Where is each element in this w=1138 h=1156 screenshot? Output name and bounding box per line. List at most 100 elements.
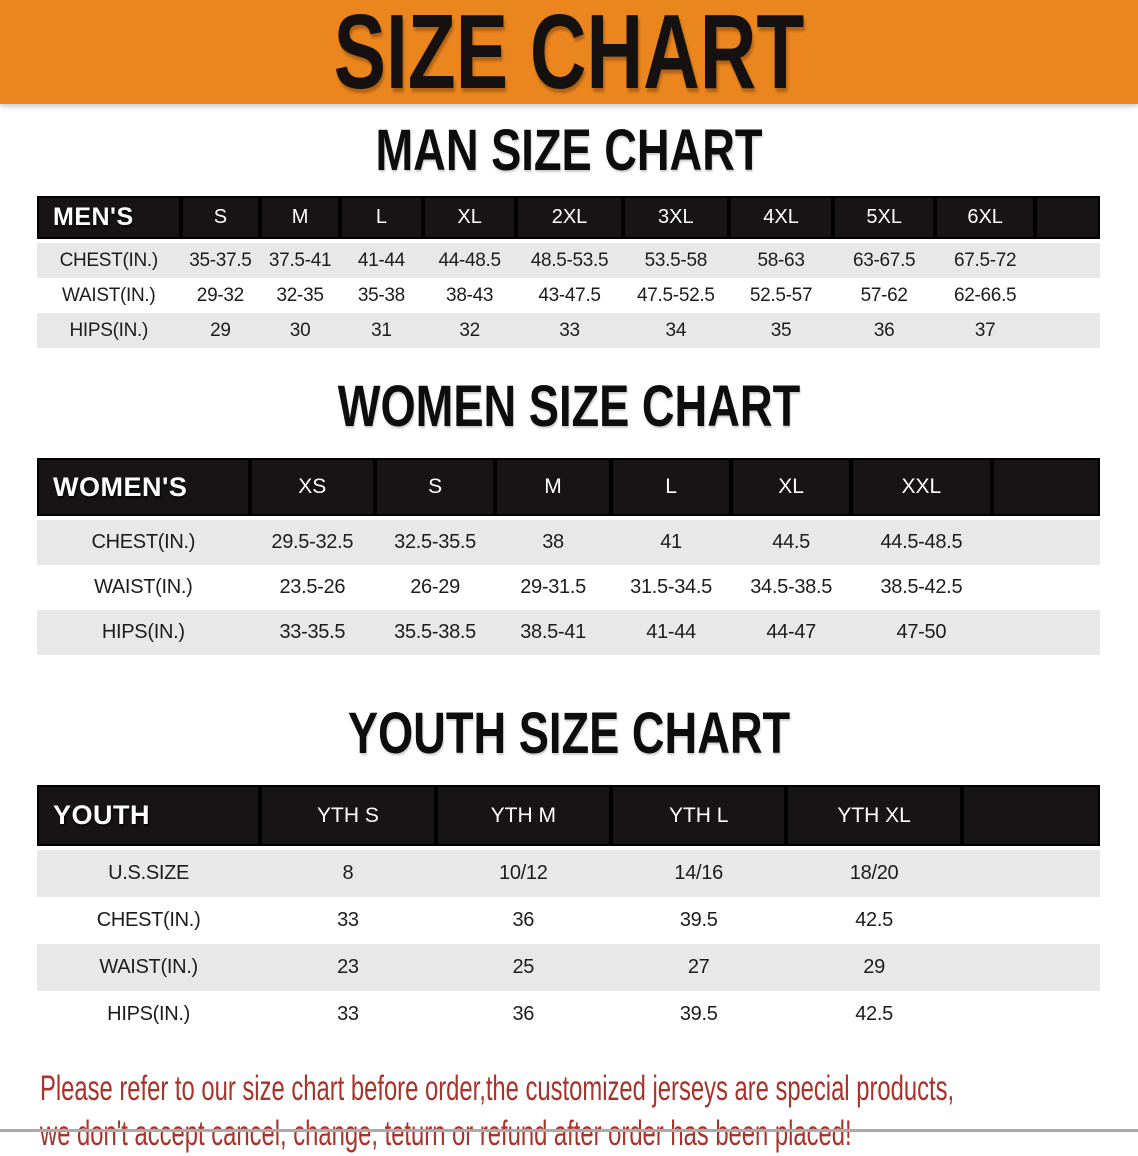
size-column-header: S [375,458,496,520]
size-value: 35-38 [339,278,423,313]
size-value: 38.5-41 [495,610,611,655]
size-value: 43-47.5 [516,278,623,313]
section-women: WOMEN SIZE CHART WOMEN'S XS S M L XL XXL CHEST… [0,378,1138,655]
section-man: MAN SIZE CHART MEN'S S M L XL 2XL 3XL 4XL 5XL 6XL… [0,118,1138,348]
size-value: 34.5-38.5 [731,565,852,610]
size-value: 41 [610,518,732,565]
youth-size-table: YOUTH YTH S YTH M YTH L YTH XL U.S.SIZE 8 10/1… [37,785,1100,1038]
measurement-row: HIPS(IN.) 33 36 39.5 42.5 [37,991,1100,1038]
size-column-header: 5XL [833,196,936,243]
size-value: 44-48.5 [422,241,517,278]
size-value: 32 [422,313,517,348]
size-value: 41-44 [339,241,423,278]
measurement-row: HIPS(IN.) 33-35.5 35.5-38.5 38.5-41 41-44 44-… [37,610,1100,655]
size-column-header: 6XL [935,196,1036,243]
measurement-row: WAIST(IN.) 29-32 32-35 35-38 38-43 43-47.5 47.… [37,278,1100,313]
youth-section-heading: YOUTH SIZE CHART [347,701,791,766]
size-value: 31 [339,313,423,348]
size-value: 32-35 [260,278,340,313]
size-value: 38.5-42.5 [851,565,992,610]
size-value: 14/16 [611,848,787,897]
size-value: 36 [833,313,936,348]
youth-table-header: YOUTH YTH S YTH M YTH L YTH XL [37,785,1100,850]
size-value: 29-31.5 [495,565,611,610]
size-value: 26-29 [375,565,496,610]
size-value: 37.5-41 [260,241,340,278]
size-value: 39.5 [611,897,787,944]
size-value: 32.5-35.5 [375,518,496,565]
size-value: 42.5 [786,991,962,1038]
size-value: 18/20 [786,848,962,897]
size-value: 31.5-34.5 [610,565,732,610]
measurement-label: WAIST(IN.) [37,944,261,991]
row-spacer-cell [961,848,1100,897]
size-value: 33 [516,313,623,348]
measurement-label: CHEST(IN.) [37,897,261,944]
measurement-label: CHEST(IN.) [37,518,250,565]
size-value: 39.5 [611,991,787,1038]
size-chart-banner: SIZE CHART [0,0,1138,105]
header-spacer-cell [1035,196,1100,243]
size-value: 34 [622,313,729,348]
disclaimer: Please refer to our size chart before or… [40,1066,1138,1156]
measurement-label: HIPS(IN.) [37,610,250,655]
size-value: 29 [180,313,261,348]
row-spacer-cell [1035,241,1100,278]
size-value: 38 [495,518,611,565]
women-table-header: WOMEN'S XS S M L XL XXL [37,458,1100,520]
size-column-header: XL [422,196,517,243]
size-value: 29.5-32.5 [249,518,376,565]
man-section-heading: MAN SIZE CHART [375,118,763,183]
size-value: 35-37.5 [180,241,261,278]
size-value: 44.5-48.5 [851,518,992,565]
size-column-header: M [495,458,611,520]
men-table-body: CHEST(IN.) 35-37.5 37.5-41 41-44 44-48.5 48.5… [37,241,1100,348]
size-value: 57-62 [833,278,936,313]
size-value: 33-35.5 [249,610,376,655]
measurement-row: CHEST(IN.) 33 36 39.5 42.5 [37,897,1100,944]
row-spacer-cell [961,944,1100,991]
measurement-label: HIPS(IN.) [37,991,261,1038]
size-value: 38-43 [422,278,517,313]
size-value: 62-66.5 [935,278,1036,313]
disclaimer-line-2: we don't accept cancel, change, teturn o… [40,1114,852,1153]
size-value: 44-47 [731,610,852,655]
size-column-header: L [610,458,732,520]
measurement-label: CHEST(IN.) [37,241,181,278]
size-value: 53.5-58 [622,241,729,278]
measurement-row: HIPS(IN.) 29 30 31 32 33 34 35 36 37 [37,313,1100,348]
disclaimer-line-1: Please refer to our size chart before or… [40,1069,955,1108]
row-spacer-cell [991,610,1100,655]
size-value: 36 [435,897,611,944]
size-value: 63-67.5 [833,241,936,278]
size-column-header: YTH M [435,785,611,850]
youth-table-body: U.S.SIZE 8 10/12 14/16 18/20 CHEST(IN.) 33 36 39… [37,848,1100,1038]
size-column-header: YTH L [611,785,787,850]
size-value: 30 [260,313,340,348]
size-header-row: MEN'S S M L XL 2XL 3XL 4XL 5XL 6XL [37,196,1100,243]
row-spacer-cell [1035,278,1100,313]
size-column-header: M [260,196,340,243]
size-value: 25 [435,944,611,991]
size-column-header: 3XL [622,196,729,243]
size-column-header: 4XL [728,196,834,243]
table-title-cell: WOMEN'S [37,458,250,520]
measurement-row: WAIST(IN.) 23.5-26 26-29 29-31.5 31.5-34.5 34… [37,565,1100,610]
size-value: 35 [728,313,834,348]
size-value: 23.5-26 [249,565,376,610]
men-table-header: MEN'S S M L XL 2XL 3XL 4XL 5XL 6XL [37,196,1100,243]
size-value: 67.5-72 [935,241,1036,278]
size-value: 29-32 [180,278,261,313]
size-value: 33 [260,897,436,944]
size-value: 42.5 [786,897,962,944]
measurement-label: WAIST(IN.) [37,278,181,313]
row-spacer-cell [1035,313,1100,348]
size-column-header: 2XL [516,196,623,243]
size-value: 36 [435,991,611,1038]
size-column-header: YTH XL [786,785,962,850]
row-spacer-cell [991,518,1100,565]
size-value: 23 [260,944,436,991]
header-spacer-cell [991,458,1100,520]
table-title-cell: YOUTH [37,785,261,850]
size-value: 58-63 [728,241,834,278]
